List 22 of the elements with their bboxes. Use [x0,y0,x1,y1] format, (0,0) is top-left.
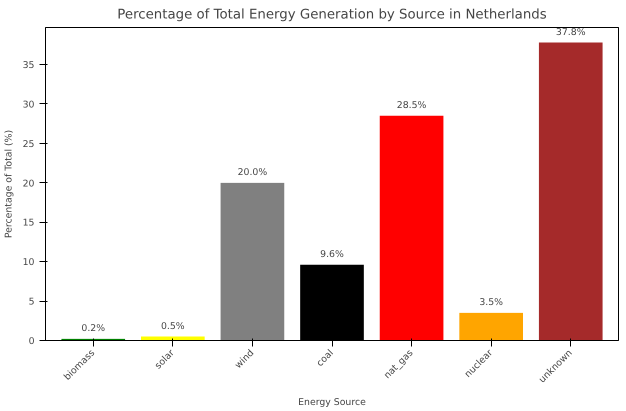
y-tick-label: 20 [22,178,35,190]
y-tick-label: 15 [22,218,35,229]
y-tick-label: 0 [28,336,35,347]
y-axis-title: Percentage of Total (%) [4,130,15,238]
data-label: 37.8% [556,26,586,38]
data-label: 28.5% [396,100,427,112]
bar [380,116,444,340]
bar [538,42,603,340]
data-label: 9.6% [320,249,344,260]
data-label: 20.0% [238,167,268,178]
bar [220,182,284,340]
y-tick-label: 25 [22,138,35,150]
y-tick-label: 30 [22,99,35,110]
data-label: 0.5% [160,320,185,332]
y-tick-label: 10 [22,257,35,268]
y-tick-label: 5 [28,296,35,308]
data-label: 3.5% [479,297,504,308]
chart-title: Percentage of Total Energy Generation by Source in Netherlands [117,8,547,22]
data-label: 0.2% [81,323,106,334]
x-axis-title: Energy Source [298,397,366,408]
y-tick-label: 35 [22,60,35,72]
bar [459,312,523,340]
